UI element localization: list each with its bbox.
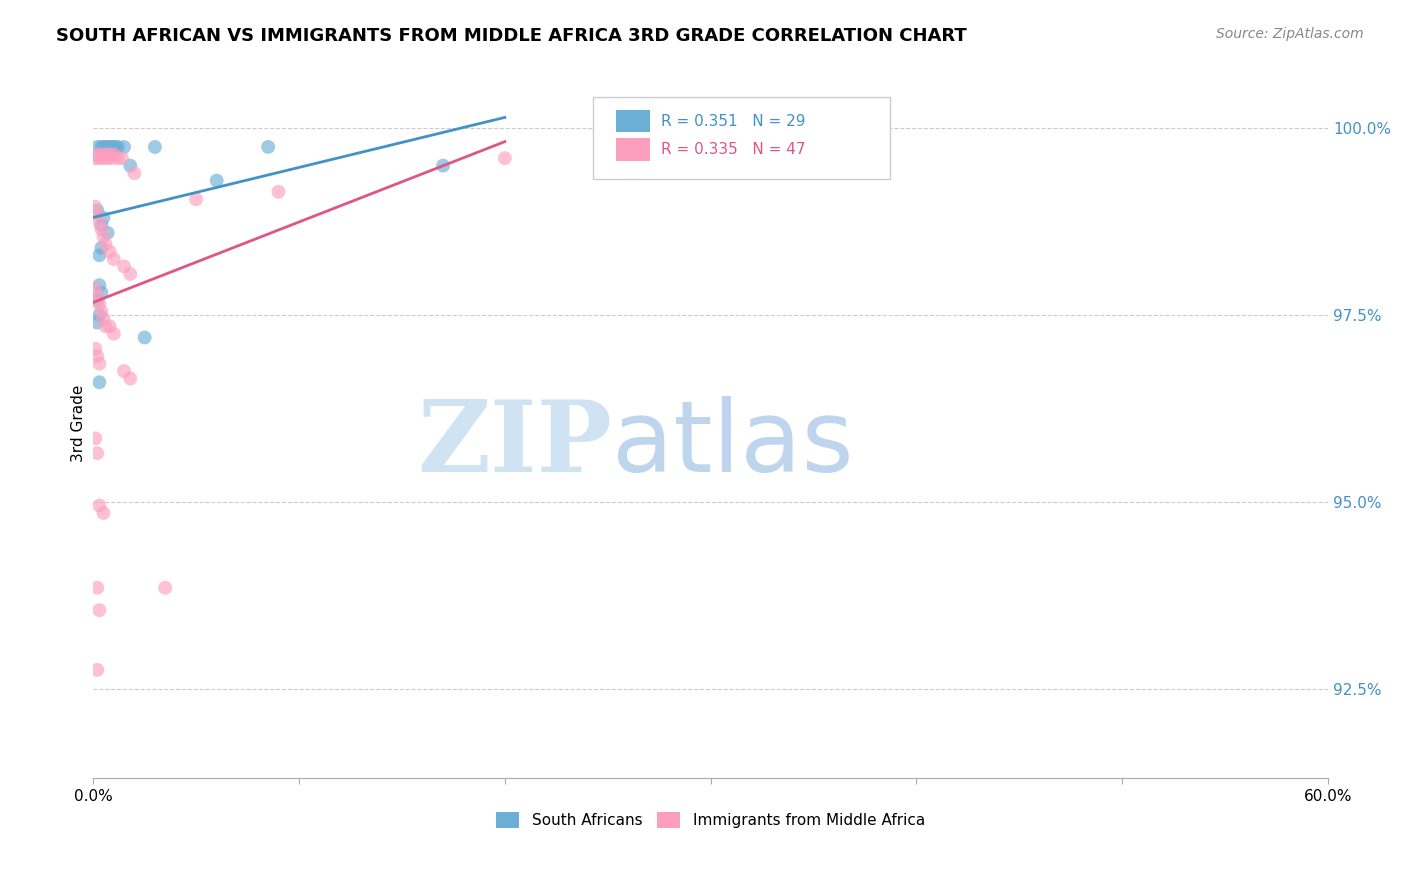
Legend: South Africans, Immigrants from Middle Africa: South Africans, Immigrants from Middle A…: [491, 806, 931, 834]
Point: [93, 211, 115, 225]
Point: [86, 293, 108, 307]
Point: [86, 289, 108, 303]
Text: SOUTH AFRICAN VS IMMIGRANTS FROM MIDDLE AFRICA 3RD GRADE CORRELATION CHART: SOUTH AFRICAN VS IMMIGRANTS FROM MIDDLE …: [56, 27, 967, 45]
Point: [86, 207, 108, 221]
FancyBboxPatch shape: [616, 138, 650, 161]
Point: [111, 151, 134, 165]
Point: [93, 506, 115, 520]
Point: [97, 151, 120, 165]
Point: [86, 140, 108, 154]
Point: [103, 326, 125, 341]
Point: [107, 151, 129, 165]
Point: [89, 357, 111, 371]
Point: [97, 140, 120, 154]
Point: [90, 147, 112, 161]
Point: [103, 147, 125, 161]
Point: [89, 603, 111, 617]
Point: [134, 330, 156, 344]
Point: [100, 151, 122, 165]
Point: [205, 173, 228, 187]
Point: [93, 140, 115, 154]
Point: [89, 151, 111, 165]
Point: [143, 140, 166, 154]
Point: [90, 304, 112, 318]
Point: [90, 140, 112, 154]
Point: [86, 203, 108, 218]
Point: [84, 342, 107, 356]
Point: [94, 147, 117, 161]
Point: [257, 140, 280, 154]
Point: [93, 229, 115, 244]
Point: [120, 371, 142, 385]
Text: R = 0.335   N = 47: R = 0.335 N = 47: [661, 142, 806, 157]
Point: [94, 319, 117, 334]
FancyBboxPatch shape: [616, 110, 650, 132]
Point: [104, 140, 127, 154]
FancyBboxPatch shape: [593, 97, 890, 178]
Point: [120, 267, 142, 281]
Point: [86, 147, 108, 161]
Point: [84, 151, 107, 165]
Point: [86, 349, 108, 363]
Point: [155, 581, 177, 595]
Point: [86, 446, 108, 460]
Point: [84, 431, 107, 445]
Point: [98, 319, 121, 334]
Point: [90, 222, 112, 236]
Point: [112, 140, 135, 154]
Y-axis label: 3rd Grade: 3rd Grade: [72, 384, 86, 462]
Point: [98, 147, 121, 161]
Point: [98, 244, 121, 259]
Text: atlas: atlas: [612, 396, 853, 493]
Point: [86, 581, 108, 595]
Point: [89, 215, 111, 229]
Point: [84, 282, 107, 296]
Point: [112, 364, 135, 378]
Point: [89, 376, 111, 390]
Point: [120, 159, 142, 173]
Point: [89, 278, 111, 293]
Point: [94, 140, 117, 154]
Point: [89, 248, 111, 262]
Point: [89, 297, 111, 311]
Point: [103, 252, 125, 266]
Point: [112, 260, 135, 274]
Point: [90, 241, 112, 255]
Point: [100, 140, 122, 154]
Point: [184, 192, 207, 206]
Point: [89, 308, 111, 322]
Point: [432, 159, 454, 173]
Point: [98, 140, 121, 154]
Point: [86, 316, 108, 330]
Point: [103, 140, 125, 154]
Point: [93, 311, 115, 326]
Point: [124, 166, 146, 180]
Point: [90, 285, 112, 300]
Point: [84, 200, 107, 214]
Point: [90, 219, 112, 233]
Point: [89, 499, 111, 513]
Text: Source: ZipAtlas.com: Source: ZipAtlas.com: [1216, 27, 1364, 41]
Point: [494, 151, 516, 165]
Point: [107, 140, 129, 154]
Text: R = 0.351   N = 29: R = 0.351 N = 29: [661, 113, 806, 128]
Point: [93, 151, 115, 165]
Point: [267, 185, 290, 199]
Text: ZIP: ZIP: [418, 396, 612, 493]
Point: [86, 663, 108, 677]
Point: [94, 237, 117, 252]
Point: [97, 226, 120, 240]
